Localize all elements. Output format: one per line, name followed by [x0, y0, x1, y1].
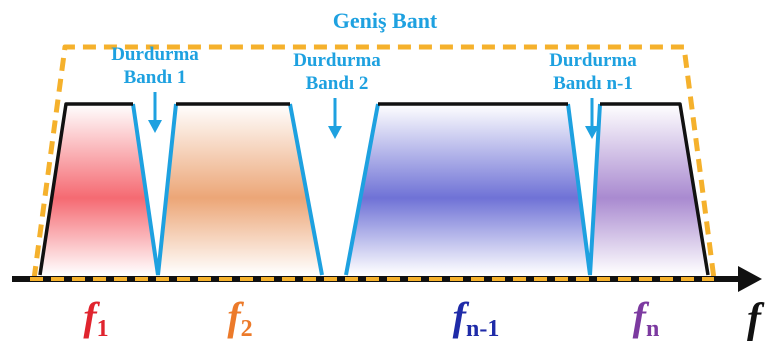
stopband-label-1-line1: Durdurma	[111, 44, 199, 65]
passband-outline	[38, 102, 710, 276]
band-1-shape	[40, 104, 158, 275]
band-n-shape	[590, 104, 708, 275]
stopband-label-n-1: Durdurma Bandı n-1	[549, 50, 637, 94]
stopband-label-2-line1: Durdurma	[293, 50, 381, 71]
stopband-label-2-line2: Bandı 2	[306, 73, 369, 94]
band-label-fn: fn	[633, 294, 660, 342]
stopband-label-1: Durdurma Bandı 1	[111, 44, 199, 88]
band-2-shape	[158, 104, 322, 275]
stopband-edges	[131, 103, 602, 276]
stopband-label-n-1-line2: Bandı n-1	[553, 73, 633, 94]
diagram-title: Geniş Bant	[333, 8, 438, 33]
band-label-fn-1: fn-1	[453, 294, 500, 342]
axis-arrow-icon	[738, 266, 762, 292]
band-n-1-shape	[346, 104, 590, 275]
stopband-arrows	[148, 92, 599, 139]
arrow-down-icon	[328, 98, 342, 139]
stopband-label-1-line2: Bandı 1	[124, 67, 187, 88]
wideband-dashed-outline	[31, 44, 717, 280]
axis-label: f	[747, 296, 765, 342]
arrow-down-icon	[585, 98, 599, 139]
stopband-label-2: Durdurma Bandı 2	[293, 50, 381, 94]
stopband-label-n-1-line1: Durdurma	[549, 50, 637, 71]
arrow-down-icon	[148, 92, 162, 133]
band-label-f2: f2	[227, 294, 252, 342]
band-label-f1: f1	[83, 294, 108, 342]
